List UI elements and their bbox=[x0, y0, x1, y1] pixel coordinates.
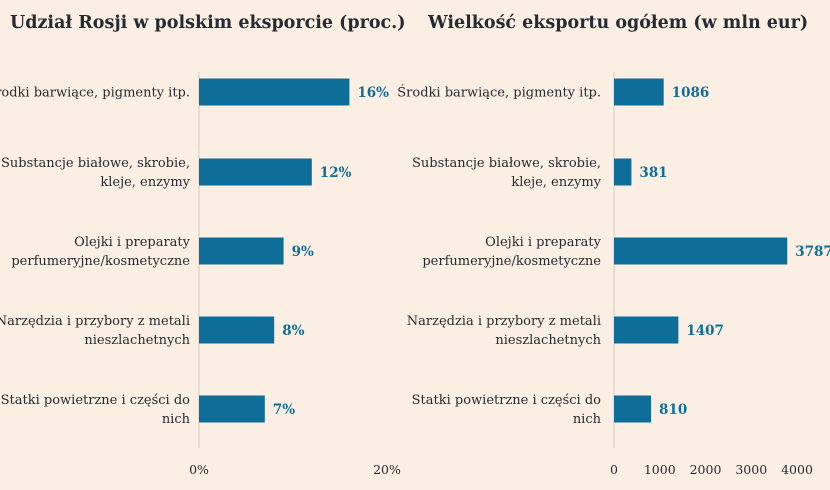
right-bar-3 bbox=[614, 237, 788, 265]
right-tick-label-2: 1000 bbox=[644, 462, 676, 477]
left-category-label-4-line-1: Narzędzia i przybory z metali bbox=[0, 314, 190, 329]
right-category-label-2-line-1: Substancje białowe, skrobie, bbox=[412, 156, 601, 171]
left-category-label-5-line-1: Statki powietrzne i części do bbox=[1, 393, 191, 408]
right-category-label-1: Środki barwiące, pigmenty itp. bbox=[397, 84, 601, 101]
right-tick-label-1: 0 bbox=[610, 462, 618, 477]
left-value-label-4: 8% bbox=[282, 323, 304, 339]
left-bar-4 bbox=[199, 316, 275, 344]
right-category-label-2-line-2: kleje, enzymy bbox=[511, 175, 601, 190]
right-value-label-4: 1407 bbox=[686, 323, 724, 339]
left-value-label-1: 16% bbox=[357, 85, 389, 101]
right-value-label-1: 1086 bbox=[672, 85, 710, 101]
right-bar-1 bbox=[614, 78, 664, 106]
right-category-label-3-line-1: Olejki i preparaty bbox=[485, 235, 601, 250]
right-category-label-4-line-1: Narzędzia i przybory z metali bbox=[407, 314, 601, 329]
left-value-label-5: 7% bbox=[273, 402, 295, 418]
right-value-label-2: 381 bbox=[639, 165, 667, 181]
left-category-label-2-line-2: kleje, enzymy bbox=[100, 175, 190, 190]
left-tick-label-1: 0% bbox=[189, 462, 209, 477]
left-category-label-1: Środki barwiące, pigmenty itp. bbox=[0, 84, 190, 101]
left-bar-3 bbox=[199, 237, 284, 265]
right-bar-2 bbox=[614, 158, 632, 186]
right-value-label-5: 810 bbox=[659, 402, 687, 418]
right-tick-label-5: 4000 bbox=[781, 462, 813, 477]
left-category-label-3-line-1: Olejki i preparaty bbox=[74, 235, 190, 250]
right-chart-title: Wielkość eksportu ogółem (w mln eur) bbox=[427, 13, 808, 33]
right-tick-label-4: 3000 bbox=[735, 462, 767, 477]
left-tick-label-2: 20% bbox=[373, 462, 401, 477]
left-value-label-3: 9% bbox=[292, 244, 314, 260]
left-category-label-4-line-2: nieszlachetnych bbox=[84, 333, 190, 348]
left-bar-5 bbox=[199, 395, 265, 423]
left-value-label-2: 12% bbox=[320, 165, 352, 181]
left-category-label-5-line-2: nich bbox=[162, 412, 191, 427]
right-value-label-3: 3787 bbox=[795, 244, 830, 260]
left-bar-1 bbox=[199, 78, 350, 106]
right-category-label-4-line-2: nieszlachetnych bbox=[495, 333, 601, 348]
left-chart-title: Udział Rosji w polskim eksporcie (proc.) bbox=[10, 13, 406, 33]
left-category-label-3-line-2: perfumeryjne/kosmetyczne bbox=[11, 254, 190, 269]
left-bar-2 bbox=[199, 158, 312, 186]
left-category-label-2-line-1: Substancje białowe, skrobie, bbox=[1, 156, 190, 171]
right-category-label-5-line-2: nich bbox=[573, 412, 602, 427]
right-bar-5 bbox=[614, 395, 652, 423]
right-bar-4 bbox=[614, 316, 679, 344]
right-tick-label-3: 2000 bbox=[690, 462, 722, 477]
right-category-label-3-line-2: perfumeryjne/kosmetyczne bbox=[422, 254, 601, 269]
right-category-label-5-line-1: Statki powietrzne i części do bbox=[412, 393, 602, 408]
